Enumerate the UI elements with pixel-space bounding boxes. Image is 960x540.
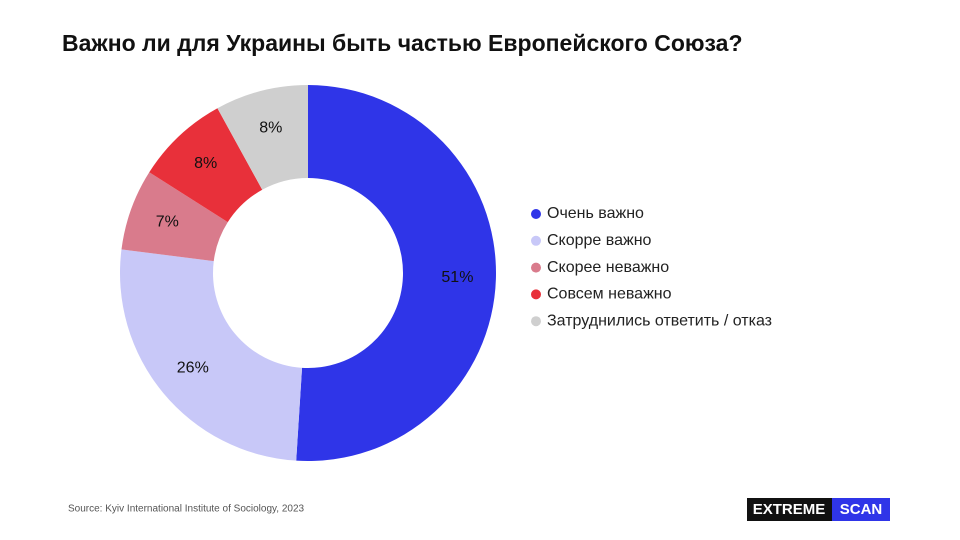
chart-title: Важно ли для Украины быть частью Европей… [62,30,743,56]
data-label: 26% [177,360,209,377]
legend-marker [531,262,541,273]
data-label: 7% [156,214,179,231]
slice [217,85,308,190]
legend-label: Очень важно [547,205,644,222]
legend-label: Скорее неважно [547,259,669,276]
brand-box [832,498,890,521]
source: Source: Kyiv International Institute of … [68,504,305,515]
legend-label: Совсем неважно [547,286,672,303]
legend-marker [531,289,541,300]
legend-marker [531,209,541,219]
slice [121,172,228,262]
legend-marker [531,316,541,327]
legend-label: Затруднились ответить / отказ [547,312,772,329]
brand: EXTREME [753,501,826,518]
legend-marker [531,235,541,246]
legend-label: Скорре важно [547,232,652,249]
brand: SCAN [840,501,883,518]
brand-box [747,498,832,521]
data-label: 51% [441,269,473,286]
slice [149,108,263,223]
slice [296,85,497,462]
slice [120,249,303,461]
data-label: 8% [194,155,217,172]
data-label: 8% [259,119,282,136]
